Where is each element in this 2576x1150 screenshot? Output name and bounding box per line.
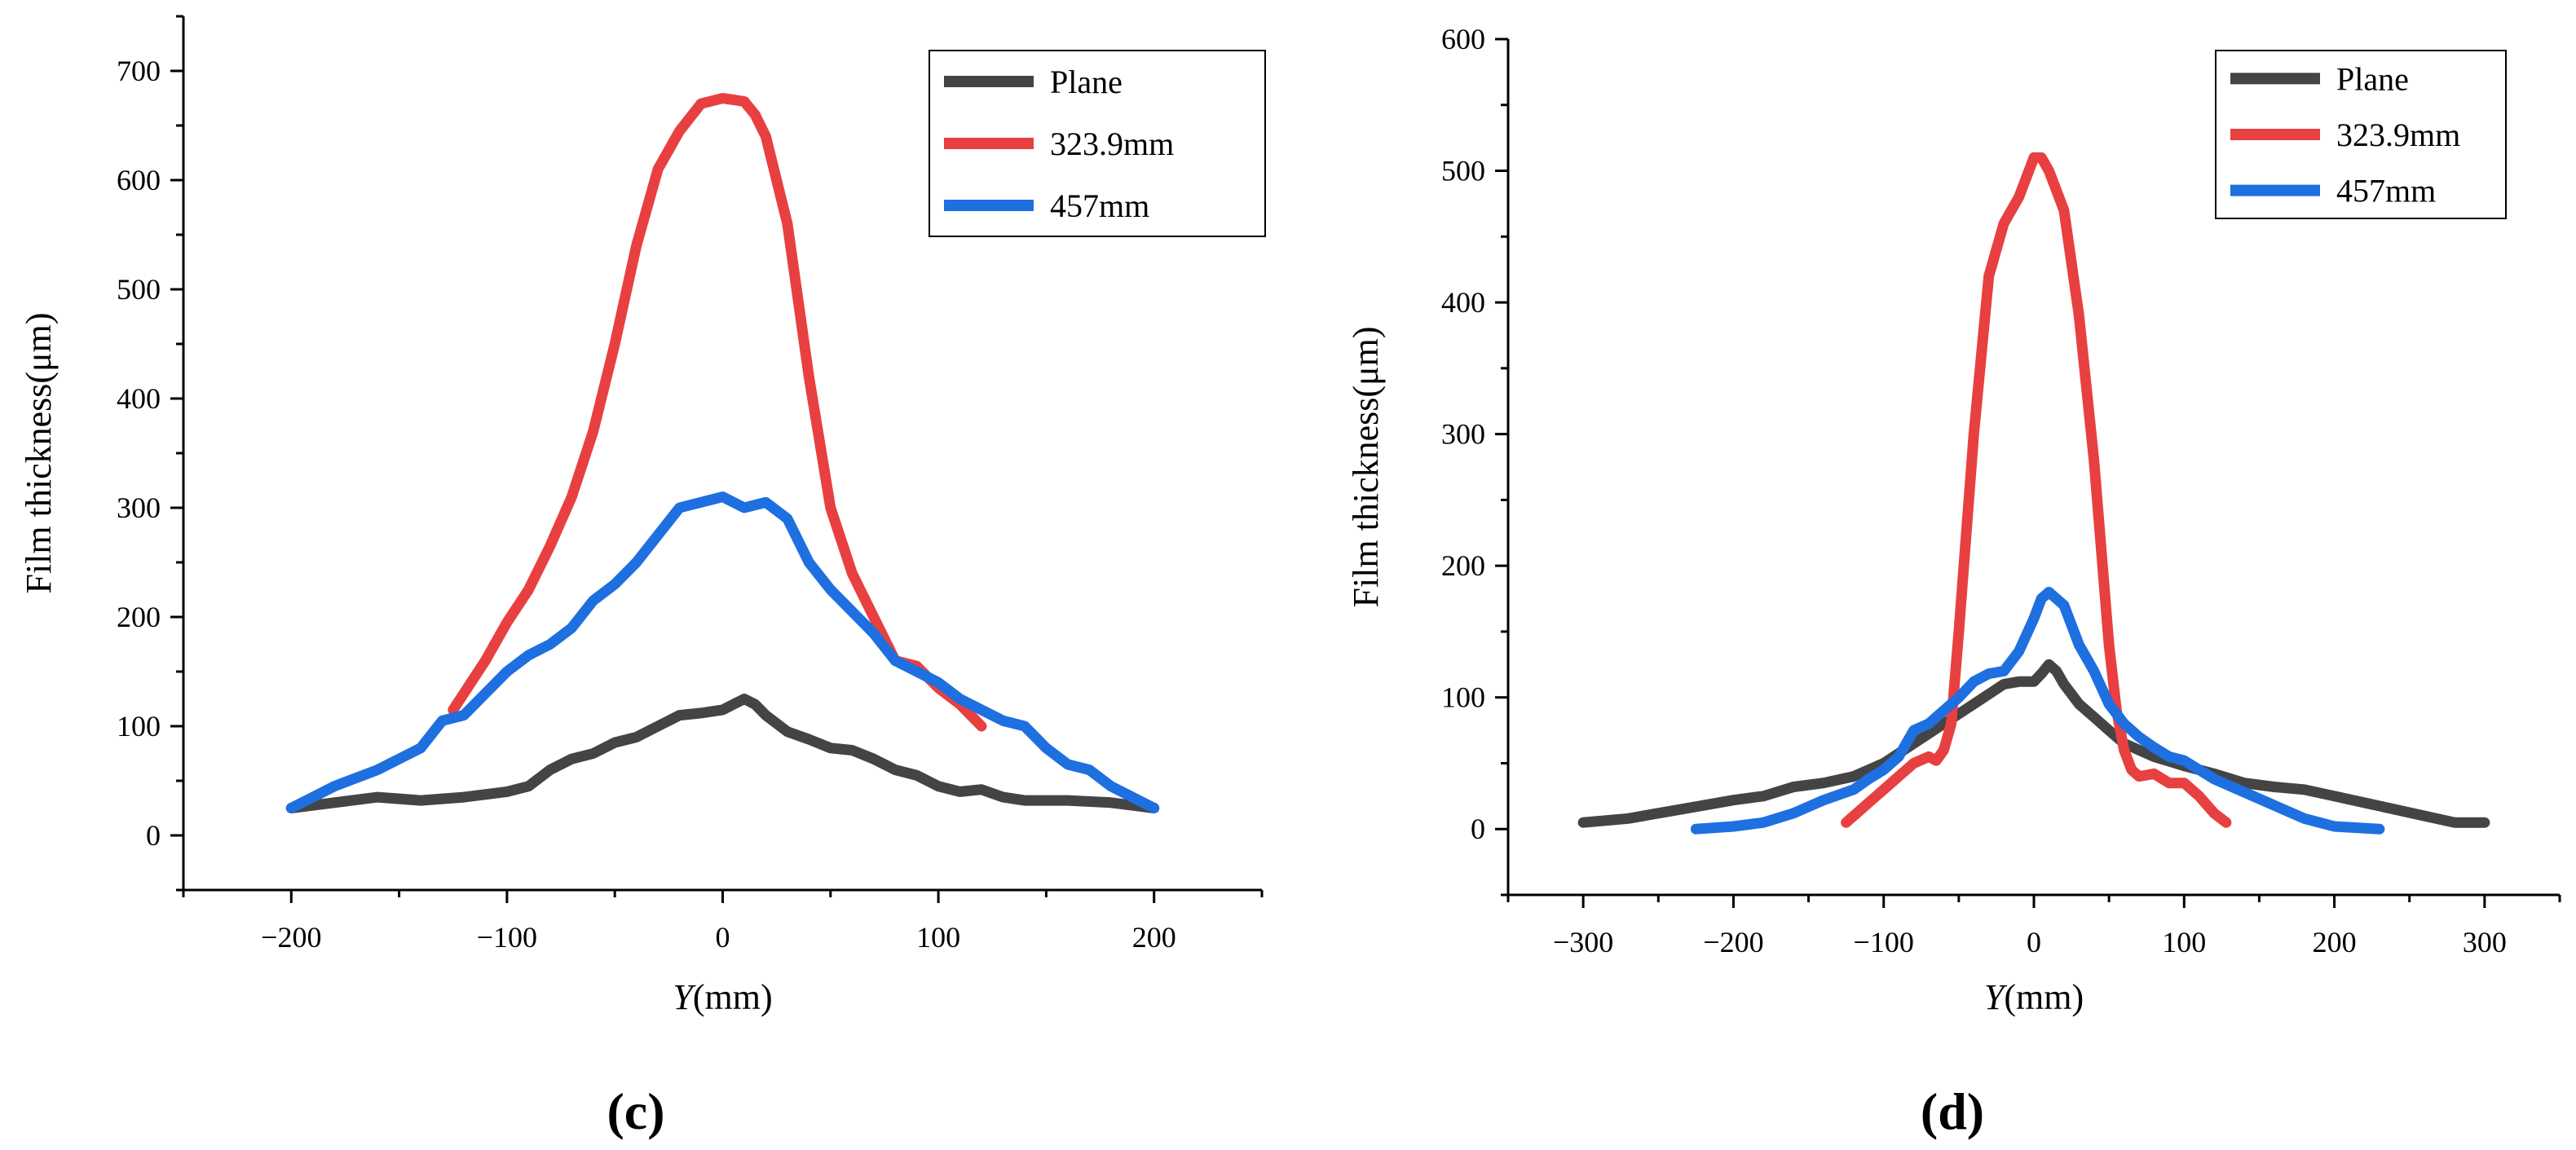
y-tick-label: 0 <box>146 819 161 852</box>
y-tick-label: 100 <box>117 710 161 742</box>
y-tick-label: 200 <box>1441 549 1485 582</box>
y-tick-label: 100 <box>1441 681 1485 714</box>
y-tick-label: 0 <box>1471 813 1485 845</box>
legend-label: 457mm <box>2336 173 2436 209</box>
x-tick-label: −300 <box>1553 926 1613 958</box>
y-tick-label: 500 <box>1441 155 1485 187</box>
series-line-plane <box>1577 659 2490 828</box>
series-line-323-9mm <box>448 93 987 732</box>
chart-panel-d: 0 100 200 300 400 500 600 −300 −200 −100 0 100 200 30… <box>1346 23 2561 1140</box>
x-tick-label: 200 <box>1132 921 1176 954</box>
y-tick-label: 600 <box>1441 23 1485 55</box>
series-line-457mm <box>1690 587 2385 835</box>
x-tick-label: 0 <box>716 921 730 954</box>
x-tick-label: 300 <box>2463 926 2507 958</box>
series-line-plane <box>285 694 1160 813</box>
x-tick-label: −200 <box>261 921 321 954</box>
x-tick-label: −100 <box>1854 926 1914 958</box>
y-axis-title: Film thickness(μm) <box>19 312 59 593</box>
x-tick-label: 100 <box>916 921 960 954</box>
legend-label: 323.9mm <box>1050 126 1174 162</box>
panel-label: (c) <box>607 1082 664 1140</box>
y-tick-label: 500 <box>117 273 161 306</box>
y-tick-label: 300 <box>117 491 161 524</box>
legend-label: 323.9mm <box>2336 117 2460 153</box>
y-tick-label: 400 <box>117 382 161 415</box>
y-tick-label: 300 <box>1441 418 1485 451</box>
legend-label: Plane <box>1050 64 1123 100</box>
x-tick-label: −200 <box>1703 926 1763 958</box>
legend: Plane 323.9mm 457mm <box>929 50 1266 237</box>
y-tick-label: 700 <box>117 55 161 87</box>
y-tick-label: 200 <box>117 601 161 633</box>
x-tick-label: 200 <box>2313 926 2357 958</box>
chart-panel-c: 0 100 200 300 400 500 600 700 −200 −100 0 100 200 Y(m… <box>19 15 1266 1140</box>
series-line-457mm <box>285 491 1160 813</box>
x-axis-title: Y(mm) <box>1984 977 2084 1017</box>
x-tick-label: −100 <box>477 921 537 954</box>
series-line-323-9mm <box>1841 152 2232 828</box>
y-axis-title: Film thickness(μm) <box>1346 326 1386 607</box>
x-axis-title: Y(mm) <box>673 977 772 1017</box>
y-tick-label: 600 <box>117 164 161 196</box>
x-tick-label: 0 <box>2027 926 2041 958</box>
panel-label: (d) <box>1921 1082 1984 1140</box>
legend-label: Plane <box>2336 60 2409 97</box>
legend: Plane 323.9mm 457mm <box>2215 50 2507 219</box>
legend-label: 457mm <box>1050 187 1149 224</box>
x-tick-label: 100 <box>2162 926 2206 958</box>
y-tick-label: 400 <box>1441 286 1485 319</box>
